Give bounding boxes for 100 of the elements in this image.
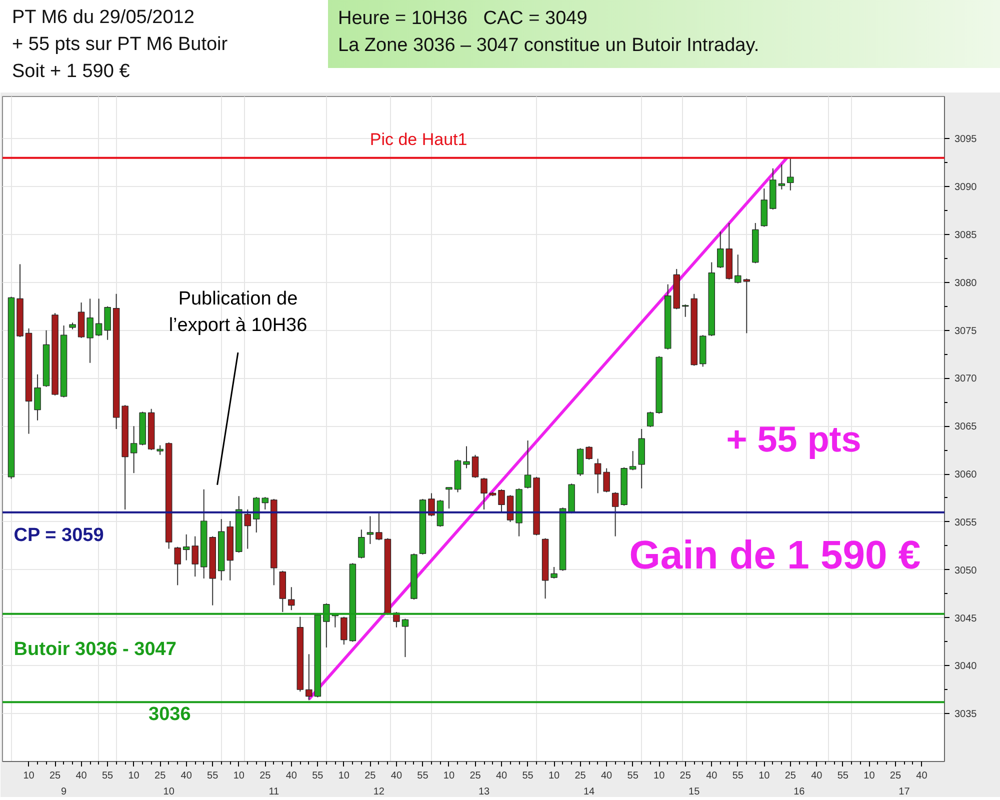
candlestick	[130, 426, 138, 474]
x2-tick-label: 17	[898, 786, 910, 798]
x-tick-label: 25	[470, 770, 482, 782]
y-tick-label: 3040	[954, 661, 978, 672]
candlestick	[253, 496, 260, 533]
chart-title: PT M6 du 29/05/2012	[12, 7, 194, 28]
candlestick	[472, 454, 479, 478]
candlestick	[446, 486, 452, 510]
x2-tick-label: 14	[584, 786, 596, 798]
candlestick	[524, 440, 532, 489]
x-tick-label: 10	[864, 770, 876, 782]
candlestick	[463, 446, 470, 469]
candlestick	[734, 254, 742, 284]
x-tick-label: 25	[49, 770, 62, 782]
x-tick-label: 10	[23, 770, 35, 782]
x-tick-label: 10	[548, 770, 560, 782]
text: Heure = 10H36 CAC = 3049	[338, 8, 588, 29]
y-tick-label: 3080	[954, 278, 978, 289]
candlestick	[340, 616, 348, 646]
annotation: + 55 pts	[726, 418, 862, 460]
candlestick	[480, 477, 488, 510]
x2-tick-label: 16	[794, 786, 806, 798]
y-tick-label: 3065	[954, 422, 978, 433]
candlestick	[34, 374, 41, 421]
x-tick-label: 40	[390, 770, 402, 782]
ref-line-label: 3036	[148, 704, 191, 725]
x-tick-label: 55	[312, 770, 324, 782]
x-tick-label: 10	[233, 770, 245, 782]
x-tick-label: 40	[811, 770, 823, 782]
x-tick-label: 25	[784, 770, 796, 782]
candlestick	[262, 496, 269, 510]
x-tick-label: 40	[286, 770, 298, 782]
candlestick	[174, 546, 181, 586]
annotation: Publication de l’export à 10H36	[168, 288, 308, 336]
x-tick-label: 40	[706, 770, 718, 782]
x2-tick-label: 11	[268, 786, 280, 798]
candlestick	[498, 488, 505, 513]
x-tick-label: 40	[76, 770, 88, 782]
x-tick-label: 25	[680, 770, 692, 782]
y-tick-label: 3045	[954, 613, 978, 624]
candlestick	[86, 298, 94, 364]
x-tick-label: 55	[627, 770, 639, 782]
annotation: CP = 3059	[14, 524, 104, 546]
y-tick-label: 3050	[954, 565, 978, 576]
candlestick	[156, 444, 164, 456]
y-tick-label: 3060	[954, 470, 978, 481]
candlestick	[402, 618, 409, 658]
x-tick-label: 55	[417, 770, 429, 782]
ref-line-label: Butoir 3036 - 3047	[14, 638, 176, 660]
x-tick-label: 55	[522, 770, 534, 782]
x-tick-label: 40	[180, 770, 192, 782]
x-tick-label: 10	[758, 770, 770, 782]
candlestick	[586, 446, 592, 460]
y-tick-label: 3055	[954, 517, 978, 528]
y-tick-label: 3095	[954, 134, 978, 146]
x2-tick-label: 10	[163, 786, 175, 798]
candlestick	[95, 298, 102, 337]
y-tick-label: 3085	[954, 230, 978, 241]
y-tick-label: 3075	[954, 326, 978, 337]
x2-tick-label: 15	[688, 786, 700, 798]
x-tick-label: 40	[601, 770, 613, 782]
annotation: Gain de 1 590 €	[629, 533, 921, 578]
x-tick-label: 25	[574, 770, 586, 782]
x-tick-label: 40	[496, 770, 508, 782]
x-tick-label: 25	[890, 770, 902, 782]
ref-line-label: Pic de Haut1	[370, 130, 468, 150]
x-tick-label: 55	[207, 770, 219, 782]
x2-tick-label: 13	[478, 786, 490, 798]
candlestick	[787, 157, 794, 191]
x-tick-label: 25	[364, 770, 376, 782]
x-tick-label: 55	[837, 770, 849, 782]
x-tick-label: 10	[338, 770, 350, 782]
candlestick	[366, 516, 374, 544]
x2-tick-label: 9	[61, 786, 67, 798]
y-tick-label: 3035	[954, 709, 978, 720]
y-tick-label: 3070	[954, 374, 978, 385]
candlestick	[612, 492, 619, 537]
candlestick	[192, 536, 198, 578]
x-tick-label: 25	[154, 770, 166, 782]
text: La Zone 3036 – 3047 constitue un Butoir Intraday.	[338, 35, 760, 56]
candlestick	[376, 512, 382, 541]
x-tick-label: 25	[260, 770, 272, 782]
x-tick-label: 10	[654, 770, 666, 782]
candlestick	[182, 534, 190, 561]
candlestick	[629, 450, 636, 471]
candlestick	[104, 306, 111, 340]
x2-tick-label: 12	[373, 786, 385, 798]
x-tick-label: 55	[732, 770, 744, 782]
chart-subtitle: + 55 pts sur PT M6 Butoir Soit + 1 590 €	[12, 34, 228, 82]
candlestick	[306, 654, 312, 701]
candlestick	[743, 278, 750, 334]
x-tick-label: 10	[128, 770, 140, 782]
x-tick-label: 55	[102, 770, 114, 782]
x-tick-label: 10	[443, 770, 455, 782]
x-tick-label: 40	[916, 770, 928, 782]
candlestick	[550, 566, 558, 579]
candlestick	[646, 411, 654, 428]
candlestick	[594, 458, 602, 494]
candlestick	[288, 586, 295, 611]
candlestick	[778, 164, 786, 190]
